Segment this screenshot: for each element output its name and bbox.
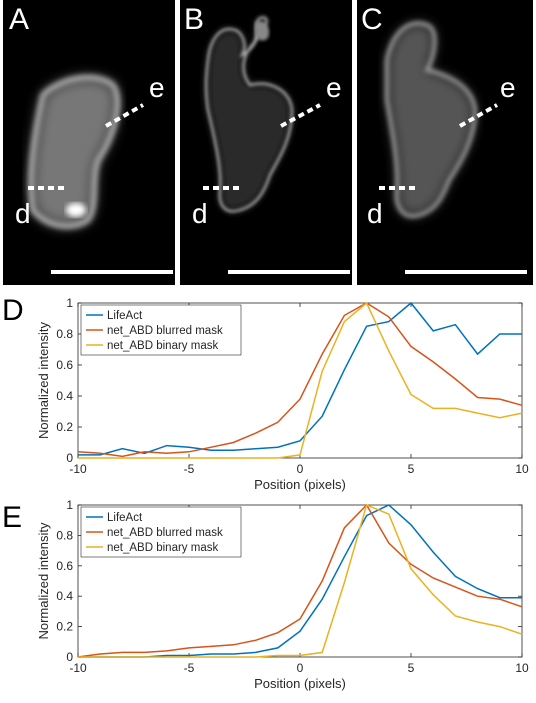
x-tick-label: 0: [297, 661, 304, 675]
scale-bar: [405, 270, 527, 274]
legend-entry: LifeAct: [107, 310, 143, 322]
y-tick-label: 0.8: [56, 327, 73, 341]
x-tick-label: 0: [297, 462, 304, 476]
chart-d: D -10 -5 0 5 10 0 0.2 0.4 0.6 0.8 1 Position (pixel…: [0, 290, 536, 495]
scale-bar: [228, 270, 350, 274]
legend-entry: net_ABD blurred mask: [107, 527, 223, 539]
micrograph-a: A d e: [3, 0, 175, 285]
legend-entry: LifeAct: [107, 512, 143, 524]
series-line-2: [78, 503, 523, 658]
y-tick-label: 0: [66, 451, 73, 465]
x-tick-label: -10: [69, 462, 87, 476]
label-e: e: [149, 72, 165, 103]
chart-d-plot: -10 -5 0 5 10 0 0.2 0.4 0.6 0.8 1 Position (pixels)…: [36, 296, 529, 492]
x-tick-label: 5: [408, 661, 415, 675]
y-axis-label: Normalized intensity: [36, 321, 51, 439]
label-d: d: [15, 198, 31, 229]
scale-bar: [51, 270, 173, 274]
y-tick-label: 0.2: [56, 420, 73, 434]
label-d: d: [192, 198, 208, 229]
series-line-1: [77, 503, 523, 658]
x-axis-label: Position (pixels): [254, 676, 346, 691]
y-tick-label: 0.4: [56, 589, 73, 603]
legend: [80, 304, 242, 356]
label-d: d: [367, 198, 383, 229]
series-line-1: [77, 302, 523, 458]
y-tick-label: 1: [66, 498, 73, 512]
x-tick-label: -5: [184, 661, 195, 675]
x-tick-label: -10: [69, 661, 87, 675]
x-tick-label: 10: [515, 462, 529, 476]
y-tick-label: 0.6: [56, 559, 73, 573]
series-line-0: [78, 301, 522, 456]
y-tick-label: 0.2: [56, 620, 73, 634]
panel-letter-a: A: [9, 3, 30, 36]
series-line-2: [78, 301, 523, 459]
x-tick-label: 10: [515, 661, 529, 675]
chart-letter-d: D: [2, 294, 24, 327]
x-axis-label: Position (pixels): [254, 477, 346, 492]
micrograph-c: C d e: [357, 0, 533, 285]
label-e: e: [326, 72, 342, 103]
panel-letter-b: B: [184, 3, 205, 36]
legend: [80, 506, 242, 558]
panel-letter-c: C: [361, 3, 383, 36]
label-e: e: [500, 72, 516, 103]
y-axis-label: Normalized intensity: [36, 522, 51, 640]
chart-e: E -10 -5 0 5 10 0 0.2 0.4 0.6 0.8 1 Position (pixel…: [0, 495, 536, 698]
x-tick-label: -5: [184, 462, 195, 476]
chart-letter-e: E: [2, 501, 23, 534]
y-tick-label: 0.8: [56, 528, 73, 542]
micrograph-b: B d e: [180, 0, 352, 285]
chart-e-plot: -10 -5 0 5 10 0 0.2 0.4 0.6 0.8 1 Position (pixels)…: [36, 498, 529, 691]
x-tick-label: 5: [408, 462, 415, 476]
y-tick-label: 0: [66, 650, 73, 664]
legend-entry: net_ABD blurred mask: [107, 325, 223, 337]
y-tick-label: 1: [66, 296, 73, 310]
legend-entry: net_ABD binary mask: [107, 542, 218, 554]
y-tick-label: 0.6: [56, 358, 73, 372]
y-tick-label: 0.4: [56, 389, 73, 403]
legend-entry: net_ABD binary mask: [107, 340, 218, 352]
